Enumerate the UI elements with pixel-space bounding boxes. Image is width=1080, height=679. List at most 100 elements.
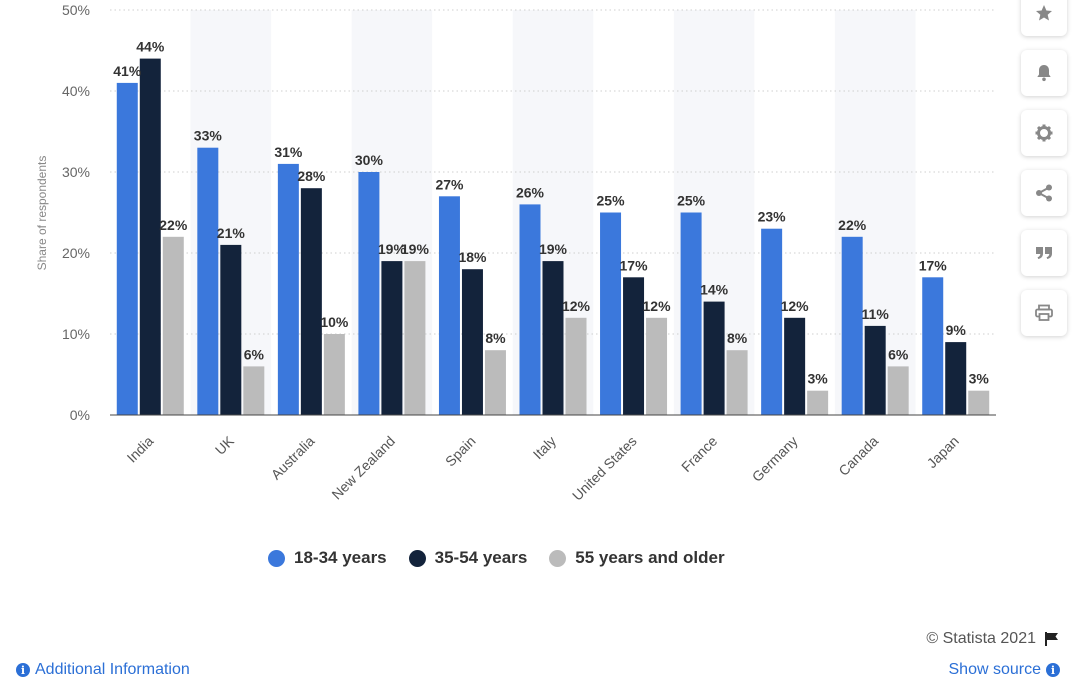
x-tick-label: Italy [530, 433, 559, 462]
share-icon [1036, 184, 1052, 202]
legend-item-35-54[interactable]: 35-54 years [408, 548, 528, 568]
bar[interactable] [761, 228, 783, 415]
quote-icon [1036, 247, 1052, 259]
bar[interactable] [323, 334, 345, 415]
additional-information-label: Additional Information [35, 661, 190, 678]
data-label: 12% [562, 298, 591, 314]
x-tick-label: Japan [924, 433, 962, 471]
x-tick-label: Germany [749, 433, 801, 485]
bar[interactable] [600, 212, 622, 416]
bar[interactable] [484, 350, 506, 415]
data-label: 6% [888, 346, 909, 362]
data-label: 17% [620, 257, 649, 273]
bar[interactable] [887, 366, 909, 415]
bar[interactable] [438, 196, 460, 415]
print-icon [1035, 304, 1053, 321]
bar[interactable] [243, 366, 265, 415]
bar[interactable] [807, 390, 829, 415]
bar[interactable] [220, 244, 242, 415]
data-label: 14% [700, 282, 729, 298]
data-label: 31% [274, 144, 303, 160]
x-tick-label: United States [569, 433, 640, 504]
data-label: 22% [159, 217, 188, 233]
data-label: 22% [838, 217, 867, 233]
x-tick-label: New Zealand [328, 433, 398, 503]
show-source-link[interactable]: Show source i [948, 661, 1060, 679]
bar[interactable] [381, 261, 403, 415]
x-tick-label: UK [212, 432, 238, 458]
bar[interactable] [116, 82, 138, 416]
data-label: 26% [516, 184, 545, 200]
x-tick-label: France [678, 433, 720, 475]
y-axis-ticks: 0% 10% 20% 30% 40% 50% [62, 2, 90, 423]
settings-button[interactable] [1021, 110, 1067, 156]
legend-swatch [408, 549, 426, 567]
data-label: 44% [136, 39, 165, 55]
data-label: 23% [758, 209, 787, 225]
bar[interactable] [968, 390, 990, 415]
data-label: 19% [378, 241, 407, 257]
data-label: 9% [946, 322, 967, 338]
bar[interactable] [162, 236, 184, 415]
bar[interactable] [841, 236, 863, 415]
bar[interactable] [922, 277, 944, 415]
bar[interactable] [680, 212, 702, 416]
x-tick-label: India [124, 433, 157, 466]
bar[interactable] [461, 269, 483, 415]
legend-item-55-older[interactable]: 55 years and older [549, 548, 725, 568]
show-source-label: Show source [948, 661, 1042, 678]
data-label: 28% [297, 168, 326, 184]
legend-item-18-34[interactable]: 18-34 years [268, 548, 387, 568]
legend-label: 55 years and older [575, 548, 725, 567]
bell-icon [1037, 65, 1051, 82]
x-tick-label: Canada [835, 433, 881, 479]
data-label: 25% [677, 193, 706, 209]
bar[interactable] [277, 163, 299, 415]
y-tick-label: 20% [62, 245, 90, 261]
bar[interactable] [300, 188, 322, 415]
bar-chart: 0% 10% 20% 30% 40% 50% 41% 44% 22% 33% 21% 6% 31% 28… [35, 2, 996, 504]
bar[interactable] [565, 317, 587, 415]
data-label: 8% [727, 330, 748, 346]
bar[interactable] [945, 342, 967, 415]
bar[interactable] [864, 325, 886, 415]
bar[interactable] [784, 317, 806, 415]
chart-tools-sidebar [1021, 0, 1069, 350]
notification-button[interactable] [1021, 50, 1067, 96]
y-tick-label: 40% [62, 83, 90, 99]
x-tick-label: Australia [268, 433, 318, 483]
bar[interactable] [726, 350, 748, 415]
bar[interactable] [519, 204, 541, 415]
copyright-text: © Statista 2021 [926, 630, 1036, 647]
gear-icon [1035, 124, 1053, 142]
x-tick-label: Spain [442, 433, 479, 470]
favorite-button[interactable] [1021, 0, 1067, 36]
data-label: 17% [919, 257, 948, 273]
data-label: 21% [217, 225, 246, 241]
data-label: 3% [808, 371, 829, 387]
y-tick-label: 50% [62, 2, 90, 18]
bar[interactable] [646, 317, 668, 415]
legend-label: 35-54 years [434, 548, 528, 567]
data-label: 19% [539, 241, 568, 257]
cite-button[interactable] [1021, 230, 1067, 276]
legend-label: 18-34 years [294, 548, 387, 567]
legend-swatch [549, 549, 567, 567]
data-label: 41% [113, 63, 142, 79]
bar[interactable] [197, 147, 219, 415]
bar[interactable] [703, 301, 725, 415]
bar[interactable] [542, 261, 564, 415]
additional-information-link[interactable]: i Additional Information [16, 661, 190, 679]
bar[interactable] [139, 58, 161, 415]
print-button[interactable] [1021, 290, 1067, 336]
bar[interactable] [623, 277, 645, 415]
data-label: 33% [194, 128, 223, 144]
bars [116, 58, 990, 416]
share-button[interactable] [1021, 170, 1067, 216]
data-label: 27% [435, 176, 464, 192]
bar[interactable] [358, 172, 380, 415]
bar[interactable] [404, 261, 426, 415]
data-label: 30% [355, 152, 384, 168]
flag-icon[interactable] [1044, 631, 1060, 647]
data-label: 19% [401, 241, 430, 257]
